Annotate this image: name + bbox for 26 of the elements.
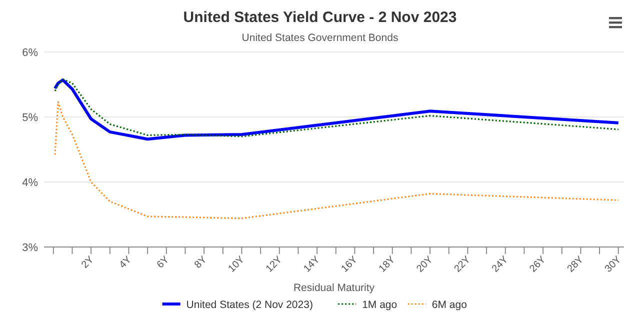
x-tick-label: 20Y <box>414 254 436 275</box>
x-tick-label: 14Y <box>302 254 322 275</box>
x-tick-label: 16Y <box>339 254 360 275</box>
x-tick-label: 22Y <box>452 254 474 275</box>
x-tick-label: 10Y <box>226 254 248 275</box>
x-tick-label: 30Y <box>603 254 624 275</box>
x-tick-label: 12Y <box>264 254 285 275</box>
x-tick-label: 8Y <box>192 254 210 271</box>
chart-subtitle: United States Government Bonds <box>242 32 398 44</box>
y-tick-label: 5% <box>22 112 38 124</box>
x-tick-label: 4Y <box>117 254 134 271</box>
x-tick-label: 28Y <box>565 254 586 275</box>
x-axis-title: Residual Maturity <box>293 282 376 294</box>
chart-title: United States Yield Curve - 2 Nov 2023 <box>183 9 457 26</box>
x-tick-label: 26Y <box>528 254 548 275</box>
legend-label: 6M ago <box>432 299 468 311</box>
x-tick-label: 2Y <box>80 254 96 271</box>
y-tick-label: 3% <box>22 242 38 254</box>
y-tick-label: 4% <box>22 176 38 189</box>
legend-label: United States (2 Nov 2023) <box>186 299 313 311</box>
legend-label: 1M ago <box>362 299 398 311</box>
x-tick-label: 24Y <box>490 254 511 275</box>
x-tick-label: 18Y <box>377 254 398 275</box>
x-tick-label: 6Y <box>155 254 172 271</box>
line-series <box>54 101 620 220</box>
y-tick-label: 6% <box>22 46 38 59</box>
